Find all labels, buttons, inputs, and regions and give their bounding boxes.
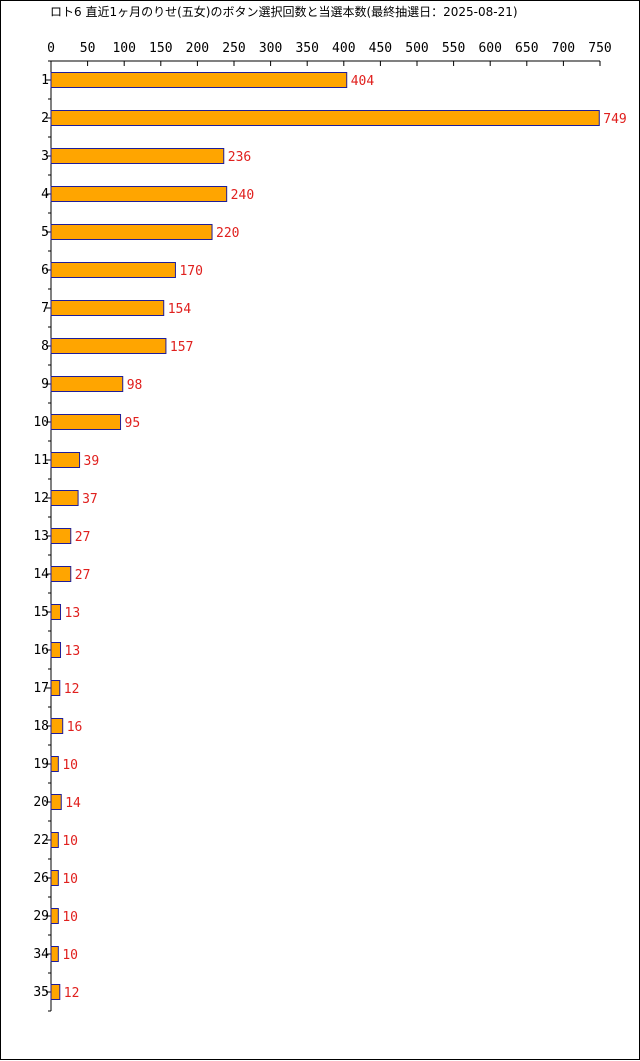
- x-tick-label: 250: [222, 41, 245, 56]
- bar-value-label: 240: [231, 188, 254, 203]
- category-label: 19: [33, 757, 49, 772]
- category-label: 6: [41, 263, 49, 278]
- bar: [50, 642, 62, 658]
- category-label: 2: [41, 111, 49, 126]
- bar-value-label: 157: [170, 340, 193, 355]
- category-label: 20: [33, 795, 49, 810]
- x-tick-label: 150: [149, 41, 172, 56]
- bar-value-label: 37: [82, 492, 98, 507]
- category-label: 10: [33, 415, 49, 430]
- bar: [50, 148, 225, 164]
- category-label: 26: [33, 871, 49, 886]
- x-tick-label: 600: [478, 41, 501, 56]
- category-label: 29: [33, 909, 49, 924]
- bar: [50, 338, 167, 354]
- bar-value-label: 27: [75, 530, 91, 545]
- x-tick-label: 50: [80, 41, 96, 56]
- category-label: 14: [33, 567, 49, 582]
- bar-value-label: 404: [351, 74, 375, 89]
- category-label: 1: [41, 73, 49, 88]
- bar-value-label: 95: [125, 416, 141, 431]
- bar-value-label: 16: [67, 720, 83, 735]
- bar: [50, 414, 122, 430]
- x-tick-label: 500: [405, 41, 428, 56]
- category-label: 17: [33, 681, 49, 696]
- bar-value-label: 10: [62, 834, 78, 849]
- category-label: 8: [41, 339, 49, 354]
- category-label: 22: [33, 833, 49, 848]
- x-tick-label: 350: [295, 41, 318, 56]
- bar: [50, 908, 59, 924]
- x-tick-label: 100: [112, 41, 135, 56]
- chart-title: ロト6 直近1ヶ月のりせ(五女)のボタン選択回数と当選本数(最終抽選日：2025…: [50, 4, 518, 19]
- bar: [50, 680, 61, 696]
- bar: [50, 604, 62, 620]
- bar: [50, 756, 59, 772]
- category-label: 18: [33, 719, 49, 734]
- bar: [50, 452, 81, 468]
- bar-value-label: 10: [62, 910, 78, 925]
- bar: [50, 262, 176, 278]
- category-label: 12: [33, 491, 49, 506]
- bar: [50, 984, 61, 1000]
- category-label: 11: [33, 453, 49, 468]
- bar: [50, 110, 600, 126]
- bar-value-label: 170: [179, 264, 202, 279]
- category-label: 13: [33, 529, 49, 544]
- category-label: 7: [41, 301, 49, 316]
- category-label: 15: [33, 605, 49, 620]
- x-tick-label: 550: [442, 41, 465, 56]
- bar-value-label: 236: [228, 150, 251, 165]
- bar-value-label: 27: [75, 568, 91, 583]
- bar: [50, 794, 62, 810]
- bar: [50, 300, 165, 316]
- bar-value-label: 749: [603, 112, 626, 127]
- x-tick-label: 650: [515, 41, 538, 56]
- bar-value-label: 10: [62, 758, 78, 773]
- category-label: 4: [41, 187, 49, 202]
- bar-value-label: 13: [65, 644, 81, 659]
- bar-value-label: 220: [216, 226, 239, 241]
- bar-value-label: 154: [168, 302, 192, 317]
- bar-value-label: 12: [64, 986, 80, 1001]
- x-tick-label: 700: [552, 41, 575, 56]
- bar: [50, 946, 59, 962]
- bar-value-label: 12: [64, 682, 80, 697]
- bar: [50, 72, 348, 88]
- bar-value-label: 13: [65, 606, 81, 621]
- value-labels: 404 749 236 240 220 170 154 157 98 95 39 37 27 27 13 13…: [62, 74, 626, 1001]
- bar-value-label: 14: [65, 796, 81, 811]
- bar: [50, 376, 124, 392]
- x-tick-label: 450: [369, 41, 392, 56]
- x-tick-label: 400: [332, 41, 355, 56]
- bar-value-label: 98: [127, 378, 143, 393]
- bar: [50, 870, 59, 886]
- category-label: 16: [33, 643, 49, 658]
- category-label: 3: [41, 149, 49, 164]
- bars: [50, 72, 600, 1000]
- bar-value-label: 39: [84, 454, 100, 469]
- y-axis: 1234567891011121314151617181920222629343…: [33, 60, 52, 1012]
- bar: [50, 566, 72, 582]
- bar: [50, 490, 79, 506]
- bar: [50, 224, 213, 240]
- bar: [50, 186, 228, 202]
- x-tick-label: 300: [259, 41, 282, 56]
- category-label: 34: [33, 947, 49, 962]
- x-axis: 0 50 100 150 200 250 300 350 400 450 500 550 600 650 7…: [47, 41, 612, 66]
- x-tick-label: 750: [588, 41, 611, 56]
- bar-value-label: 10: [62, 948, 78, 963]
- category-label: 35: [33, 985, 49, 1000]
- x-tick-label: 0: [47, 41, 55, 56]
- bar: [50, 832, 59, 848]
- category-label: 9: [41, 377, 49, 392]
- bar: [50, 528, 72, 544]
- bar: [50, 718, 64, 734]
- category-label: 5: [41, 225, 49, 240]
- x-tick-label: 200: [186, 41, 209, 56]
- bar-value-label: 10: [62, 872, 78, 887]
